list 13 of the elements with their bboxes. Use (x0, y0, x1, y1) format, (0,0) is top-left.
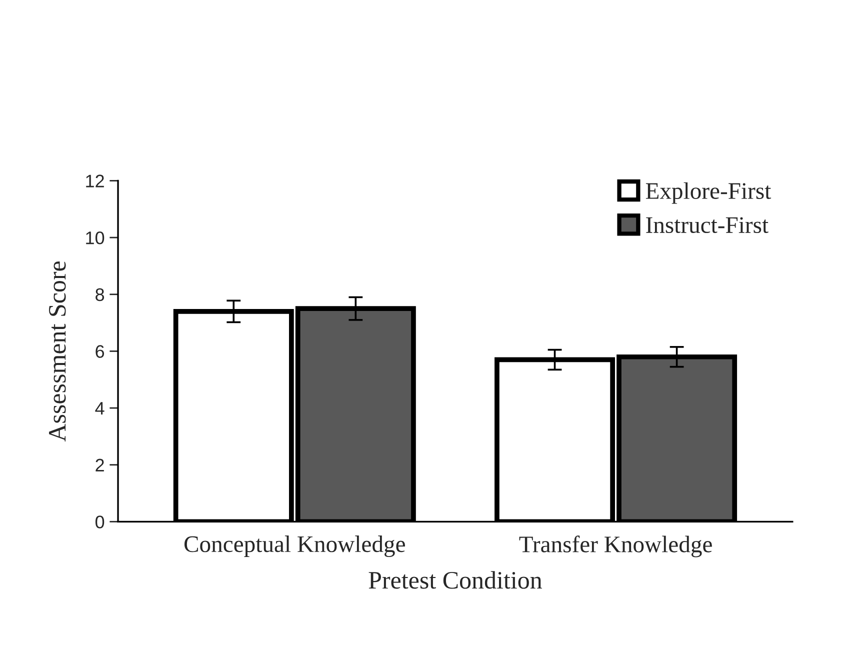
y-tick-label: 0 (95, 516, 104, 528)
y-tick-label: 10 (86, 231, 104, 244)
y-tick-label: 8 (96, 288, 104, 302)
x-axis-title: Pretest Condition (368, 571, 542, 589)
x-tick-label: Transfer Knowledge (519, 536, 712, 558)
y-tick-label: 2 (96, 458, 104, 472)
y-tick-label: 4 (95, 402, 104, 415)
y-axis-title: Assessment Score (48, 261, 66, 442)
y-tick-label: 12 (86, 174, 104, 188)
legend-label: Instruct-First (646, 217, 768, 234)
y-tick-label: 6 (96, 345, 104, 358)
legend-label: Explore-First (646, 182, 772, 204)
x-tick-label: Conceptual Knowledge (184, 536, 405, 558)
